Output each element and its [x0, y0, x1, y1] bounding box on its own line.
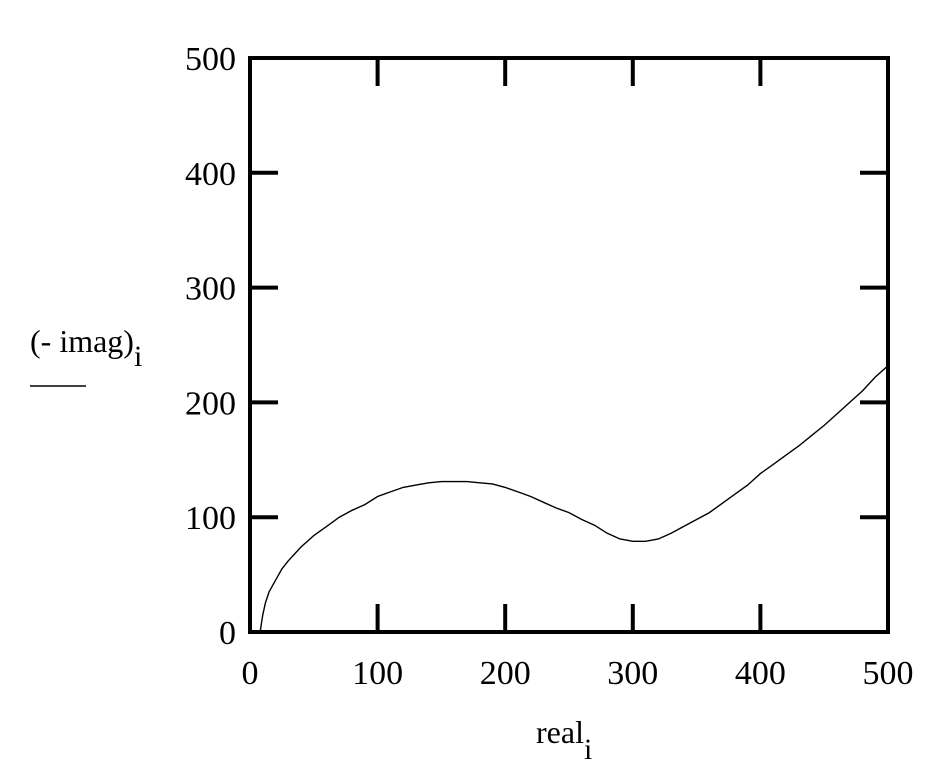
- y-axis-label: (- imag)i: [30, 323, 142, 373]
- y-tick-label: 300: [185, 271, 236, 308]
- x-axis-label-subscript: i: [584, 733, 592, 766]
- y-axis-label-text: (- imag): [30, 323, 134, 359]
- tick-marks: [250, 58, 888, 632]
- y-tick-label: 500: [185, 41, 236, 78]
- y-tick-label: 200: [185, 385, 236, 422]
- x-tick-label: 0: [242, 655, 259, 692]
- x-tick-label: 500: [863, 655, 914, 692]
- x-axis-label: reali: [536, 714, 592, 766]
- x-tick-label: 100: [352, 655, 403, 692]
- x-tick-label: 400: [735, 655, 786, 692]
- tick-labels: 0 100 200 300 400 500 0 100 200 300 400 500: [185, 41, 914, 692]
- y-tick-label: 0: [219, 615, 236, 652]
- y-tick-label: 400: [185, 156, 236, 193]
- y-tick-label: 100: [185, 500, 236, 537]
- y-axis-label-subscript: i: [134, 340, 142, 373]
- plot-frame: [248, 56, 890, 634]
- x-tick-label: 200: [480, 655, 531, 692]
- x-tick-label: 300: [607, 655, 658, 692]
- series-line: [259, 365, 889, 633]
- x-axis-label-text: real: [536, 714, 584, 750]
